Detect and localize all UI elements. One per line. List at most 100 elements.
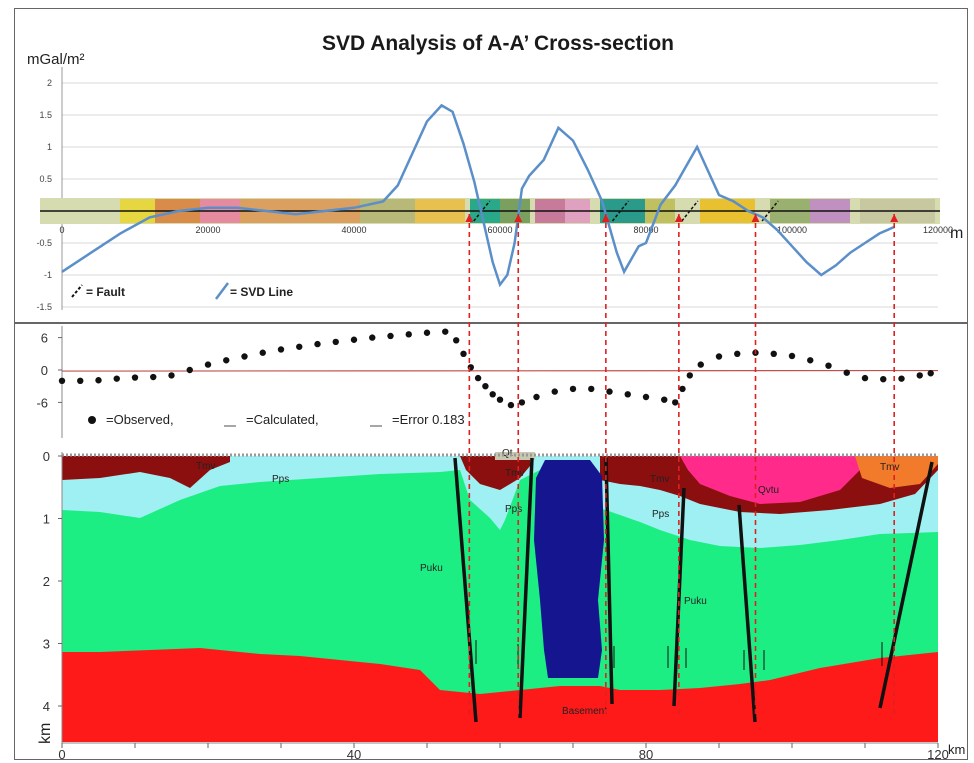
- svd-y-tick-label: -0.5: [36, 238, 52, 248]
- unit-label-tmv-2: Tmv: [505, 468, 524, 479]
- svd-y-tick-label: 1.5: [39, 110, 52, 120]
- legend-fault-label: = Fault: [86, 285, 125, 299]
- observed-point: [569, 385, 577, 393]
- svd-x-unit: m: [950, 225, 963, 242]
- unit-label-tmv-3: Tmv: [650, 474, 669, 485]
- observed-point: [223, 357, 230, 364]
- legend-error-label: =Error 0.183: [392, 412, 465, 427]
- svd-y-tick-label: 1: [47, 142, 52, 152]
- legend-svd-swatch: [215, 282, 229, 300]
- svd-x-tick-label: 60000: [487, 225, 512, 235]
- observed-point: [58, 377, 66, 384]
- svd-panel-frame: [14, 8, 968, 324]
- observed-point: [496, 396, 504, 403]
- section-y-ticks: 0 1 2 3 4: [43, 449, 62, 714]
- section-x-ticks: 0 40 80 120: [58, 743, 949, 762]
- svd-pick-lines: [465, 214, 899, 714]
- unit-label-qvtu: Qvtu: [758, 485, 779, 496]
- observed-point: [518, 399, 526, 406]
- svd-y-axis-label: mGal/m²: [27, 51, 85, 68]
- legend-fault-swatch: [71, 284, 83, 298]
- observed-point: [898, 375, 905, 382]
- observed-point: [606, 388, 613, 395]
- observed-point: [715, 353, 723, 360]
- unit-label-basement: Basement: [562, 706, 607, 717]
- fault-trace: [611, 200, 630, 222]
- section-x-tick-label: 40: [347, 747, 361, 762]
- observed-point: [387, 332, 394, 340]
- unit-label-puku-1: Puku: [420, 563, 443, 574]
- observed-point: [507, 401, 515, 409]
- lower-panel-frame: [14, 322, 968, 760]
- observed-point: [672, 399, 679, 406]
- calculated-line: [61, 369, 939, 372]
- observed-point: [843, 369, 850, 376]
- section-y-tick-label: 4: [43, 699, 50, 714]
- svd-x-tick-label: 100000: [777, 225, 807, 235]
- observed-point: [460, 350, 467, 357]
- observed-point: [277, 346, 285, 353]
- observed-point: [770, 350, 777, 357]
- observed-point: [588, 385, 595, 393]
- observed-point: [259, 349, 266, 356]
- observed-point: [679, 385, 686, 393]
- observed-point: [168, 372, 175, 379]
- unit-label-pps-2: Pps: [505, 504, 522, 515]
- svd-y-tick-label: -1: [44, 270, 52, 280]
- section-y-tick-label: 1: [43, 512, 50, 527]
- observed-point: [482, 383, 489, 390]
- observed-point: [186, 366, 193, 374]
- gravity-legend: =Observed, =Calculated, =Error 0.183: [88, 412, 465, 427]
- observed-point: [861, 374, 869, 382]
- section-x-tick-label: 80: [639, 747, 653, 762]
- observed-point: [369, 334, 376, 341]
- observed-point: [332, 338, 339, 346]
- observed-point: [489, 391, 496, 398]
- svd-x-tick-label: 20000: [195, 225, 220, 235]
- fault-trace: [681, 200, 699, 222]
- svd-x-tick-label: 40000: [341, 225, 366, 235]
- observed-points: [58, 328, 934, 409]
- pick-arrow: [601, 214, 610, 222]
- svd-y-tick-label: -1.5: [36, 302, 52, 312]
- observed-point: [642, 393, 650, 401]
- pick-arrow: [465, 214, 474, 222]
- observed-point: [661, 396, 668, 403]
- pick-arrow: [890, 214, 899, 222]
- cross-section: Tmv Pps Qt Tmv Pps Tmv Qvtu Tmv Pps Puku…: [62, 448, 938, 742]
- gravity-y-ticks: 6 0 -6: [36, 331, 62, 410]
- legend-observed-swatch: [88, 416, 96, 424]
- observed-point: [204, 361, 212, 368]
- svd-x-ticks: 0 20000 40000 60000 80000 100000 120000: [59, 225, 953, 235]
- fault-trace: [761, 200, 779, 222]
- observed-point: [916, 372, 923, 379]
- observed-point: [423, 329, 431, 336]
- observed-point: [113, 375, 120, 382]
- svd-gridlines: [61, 67, 938, 310]
- svd-x-tick-label: 80000: [633, 225, 658, 235]
- observed-point: [150, 373, 157, 381]
- svd-line-series: [61, 103, 895, 288]
- observed-point: [314, 340, 321, 348]
- unit-label-tmv-4: Tmv: [880, 462, 899, 473]
- unit-label-puku-2: Puku: [684, 596, 707, 607]
- legend-observed-label: =Observed,: [106, 412, 174, 427]
- observed-point: [453, 337, 460, 344]
- observed-point: [807, 357, 814, 364]
- observed-point: [825, 362, 832, 369]
- section-y-tick-label: 3: [43, 637, 50, 652]
- observed-point: [697, 361, 704, 368]
- observed-point: [350, 336, 358, 343]
- section-x-tick-label: 0: [58, 747, 65, 762]
- tmv-unit-center: [460, 456, 530, 490]
- observed-point: [77, 377, 84, 384]
- observed-point: [241, 353, 248, 360]
- observed-point: [442, 328, 449, 335]
- unit-label-tmv-1: Tmv: [196, 461, 215, 472]
- pick-arrow: [514, 214, 523, 222]
- chart-title: SVD Analysis of A-A’ Cross-section: [322, 32, 674, 55]
- observed-point: [296, 343, 303, 350]
- observed-point: [405, 331, 412, 338]
